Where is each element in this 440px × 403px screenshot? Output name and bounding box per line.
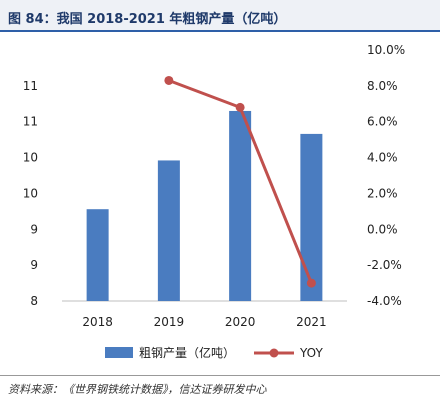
steel-output-chart: 8 9 9 10 10 11 11 -4.0% -2.0% 0.0% 2.0% 4.0% 6.0% 8.0…	[23, 43, 405, 360]
left-axis-tick-label: 10	[23, 151, 38, 165]
figure-title: 图 84：我国 2018-2021 年粗钢产量（亿吨）	[8, 12, 287, 27]
left-axis-tick-label: 9	[30, 222, 38, 236]
bar-2020	[229, 110, 252, 301]
bar-2021	[300, 133, 323, 301]
source-divider	[0, 375, 440, 376]
right-axis-tick-label: 6.0%	[367, 115, 398, 129]
right-axis-tick-label: 2.0%	[367, 186, 398, 200]
right-axis-tick-label: 4.0%	[367, 151, 398, 165]
bar-2019	[157, 160, 180, 301]
yoy-point	[306, 278, 316, 288]
right-axis-tick-label: -4.0%	[367, 294, 402, 308]
x-axis-tick-label: 2020	[225, 315, 256, 329]
right-axis-tick-label: -2.0%	[367, 258, 402, 272]
x-axis-tick-label: 2021	[296, 315, 327, 329]
legend-bar-label: 粗钢产量（亿吨）	[139, 345, 235, 360]
yoy-point	[235, 102, 245, 112]
left-axis-tick-label: 9	[30, 258, 38, 272]
bar-2018	[86, 209, 109, 301]
x-axis-tick-label: 2019	[154, 315, 185, 329]
right-axis-tick-label: 10.0%	[367, 43, 405, 57]
right-axis-tick-label: 0.0%	[367, 222, 398, 236]
right-axis-tick-label: 8.0%	[367, 79, 398, 93]
x-axis-tick-label: 2018	[82, 315, 113, 329]
left-axis-tick-label: 11	[23, 79, 38, 93]
source-note: 资料来源：《世界钢铁统计数据》，信达证券研发中心	[8, 383, 267, 396]
legend-line-label: YOY	[299, 346, 323, 360]
left-axis-tick-label: 8	[30, 294, 38, 308]
left-axis-tick-label: 11	[23, 115, 38, 129]
figure-title-bar: 图 84：我国 2018-2021 年粗钢产量（亿吨）	[0, 0, 440, 32]
yoy-point	[164, 75, 174, 85]
legend-bar-swatch	[105, 347, 133, 358]
left-axis-tick-label: 10	[23, 186, 38, 200]
legend-line-marker	[269, 348, 279, 358]
